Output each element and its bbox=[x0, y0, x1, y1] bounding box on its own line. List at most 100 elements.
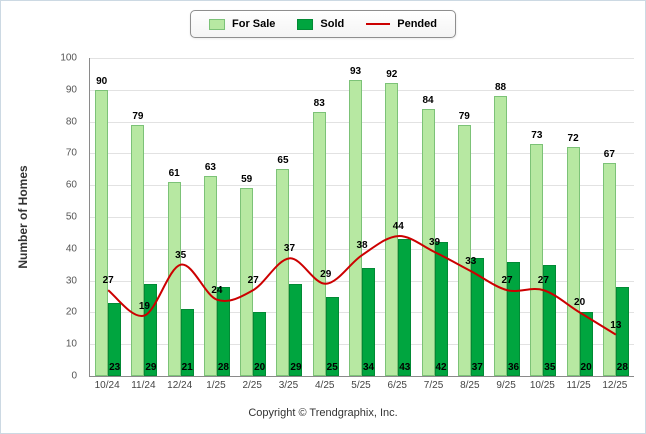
sold-value-label: 28 bbox=[217, 362, 229, 373]
y-tick-label: 10 bbox=[65, 338, 77, 350]
x-tick-label: 9/25 bbox=[496, 380, 516, 391]
x-tick-label: 6/25 bbox=[387, 380, 407, 391]
x-tick-label: 2/25 bbox=[242, 380, 262, 391]
gridline bbox=[90, 153, 634, 155]
x-tick-label: 3/25 bbox=[278, 380, 299, 391]
sold-bar bbox=[434, 242, 448, 376]
for-sale-value-label: 83 bbox=[313, 98, 325, 110]
sold-value-label: 28 bbox=[616, 362, 628, 373]
y-tick-label: 70 bbox=[65, 147, 77, 159]
pended-value-label: 44 bbox=[392, 221, 404, 233]
pended-value-label: 13 bbox=[610, 319, 622, 331]
pended-value-label: 35 bbox=[175, 249, 187, 261]
x-axis-tick-labels: 10/24 11/24 12/24 1/25 2/25 3/25 4/25 5/25 6/25 7… bbox=[89, 380, 633, 394]
for-sale-value-label: 90 bbox=[96, 75, 108, 87]
legend-label-pended: Pended bbox=[397, 18, 437, 30]
legend-label-for-sale: For Sale bbox=[232, 18, 276, 30]
y-tick-label: 60 bbox=[65, 179, 77, 191]
for-sale-value-label: 61 bbox=[168, 168, 180, 180]
pended-value-label: 37 bbox=[283, 243, 296, 255]
x-tick-label: 8/25 bbox=[460, 380, 480, 391]
gridline bbox=[90, 58, 634, 59]
sold-value-label: 20 bbox=[254, 362, 266, 373]
sold-value-label: 37 bbox=[471, 362, 483, 373]
y-axis-tick-labels: 0 10 20 30 40 50 60 70 80 90 100 bbox=[1, 53, 83, 382]
sold-bar bbox=[470, 258, 484, 376]
pended-value-label: 27 bbox=[501, 275, 513, 287]
gridline bbox=[90, 185, 634, 187]
pended-value-label: 38 bbox=[356, 240, 368, 252]
x-tick-label: 10/25 bbox=[529, 380, 555, 391]
sold-bar bbox=[362, 267, 375, 376]
legend-item-sold: Sold bbox=[297, 18, 344, 30]
sold-value-label: 29 bbox=[145, 362, 157, 373]
sold-value-label: 25 bbox=[326, 362, 338, 373]
sold-value-label: 42 bbox=[435, 362, 447, 373]
for-sale-value-label: 79 bbox=[458, 110, 470, 122]
for-sale-value-label: 88 bbox=[495, 82, 507, 94]
pended-value-label: 33 bbox=[465, 256, 477, 268]
for-sale-value-label: 92 bbox=[386, 69, 398, 81]
for-sale-bar bbox=[131, 124, 145, 376]
legend: For Sale Sold Pended bbox=[190, 10, 456, 38]
for-sale-swatch-icon bbox=[209, 18, 226, 30]
for-sale-bar bbox=[349, 80, 362, 376]
x-tick-label: 12/24 bbox=[167, 380, 193, 391]
x-tick-label: 10/24 bbox=[94, 380, 120, 391]
sold-value-label: 29 bbox=[290, 362, 302, 373]
y-tick-label: 80 bbox=[65, 116, 77, 128]
legend-item-for-sale: For Sale bbox=[209, 18, 275, 30]
for-sale-bar bbox=[312, 112, 326, 376]
x-tick-label: 1/25 bbox=[206, 380, 226, 391]
x-tick-label: 11/25 bbox=[566, 380, 591, 391]
sold-value-label: 20 bbox=[580, 362, 592, 373]
legend-item-pended: Pended bbox=[366, 18, 437, 30]
sold-value-label: 36 bbox=[508, 362, 520, 373]
pended-value-label: 27 bbox=[537, 275, 549, 287]
for-sale-bar bbox=[276, 169, 290, 376]
y-tick-label: 50 bbox=[65, 211, 77, 223]
for-sale-value-label: 93 bbox=[349, 66, 362, 78]
for-sale-value-label: 59 bbox=[241, 174, 253, 186]
sold-value-label: 34 bbox=[362, 362, 375, 373]
for-sale-bar bbox=[566, 147, 580, 376]
plot-area: 90 23 27 79 29 19 61 21 35 63 28 24 59 20 27 65 29 37 83 25… bbox=[89, 58, 634, 377]
x-tick-label: 7/25 bbox=[423, 380, 444, 391]
pended-value-label: 27 bbox=[247, 275, 259, 287]
pended-value-label: 29 bbox=[320, 268, 332, 280]
y-tick-label: 100 bbox=[60, 52, 77, 64]
sold-bar bbox=[398, 239, 412, 376]
sold-value-label: 21 bbox=[181, 362, 193, 373]
y-tick-label: 90 bbox=[65, 84, 77, 96]
x-tick-label: 4/25 bbox=[314, 380, 335, 391]
sold-value-label: 23 bbox=[109, 362, 121, 373]
for-sale-bar bbox=[530, 143, 544, 376]
y-tick-label: 30 bbox=[65, 275, 77, 287]
for-sale-bar bbox=[95, 89, 109, 376]
gridline bbox=[90, 217, 634, 218]
sold-value-label: 43 bbox=[399, 362, 411, 373]
for-sale-value-label: 79 bbox=[132, 110, 144, 122]
pended-line-swatch-icon bbox=[366, 23, 391, 25]
pended-value-label: 19 bbox=[138, 300, 150, 312]
for-sale-value-label: 65 bbox=[277, 155, 289, 167]
y-tick-label: 40 bbox=[65, 243, 77, 255]
y-tick-label: 20 bbox=[65, 306, 77, 318]
for-sale-bar bbox=[494, 96, 508, 376]
sold-swatch-icon bbox=[297, 18, 314, 30]
x-tick-label: 11/24 bbox=[131, 380, 156, 391]
pended-value-label: 20 bbox=[574, 297, 586, 309]
gridline bbox=[90, 121, 634, 123]
pended-value-label: 24 bbox=[211, 284, 223, 296]
y-tick-label: 0 bbox=[71, 370, 77, 382]
for-sale-value-label: 67 bbox=[603, 148, 615, 160]
for-sale-bar bbox=[602, 162, 616, 376]
for-sale-value-label: 72 bbox=[567, 133, 579, 145]
copyright-text: Copyright © Trendgraphix, Inc. bbox=[248, 407, 398, 419]
for-sale-bar bbox=[167, 182, 181, 376]
for-sale-value-label: 73 bbox=[531, 129, 543, 141]
pended-value-label: 39 bbox=[428, 236, 441, 248]
for-sale-bar bbox=[203, 175, 217, 376]
pended-value-label: 27 bbox=[102, 275, 114, 287]
